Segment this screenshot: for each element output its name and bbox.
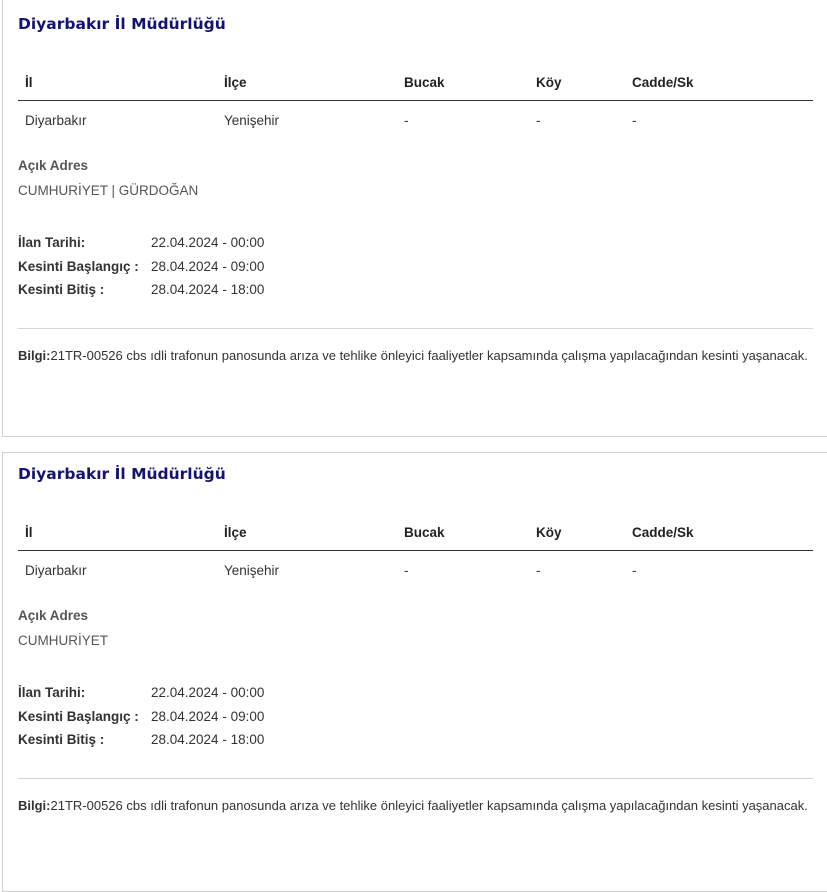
column-header: İl [25,525,33,540]
outage-card: Diyarbakır İl Müdürlüğü İl İlçe Bucak Köy Cad… [2,452,827,892]
date-label: İlan Tarihi: [18,235,86,250]
date-label: İlan Tarihi: [18,685,86,700]
info-text: Bilgi:21TR-00526 cbs ıdli trafonun panos… [18,343,813,369]
address-value: CUMHURİYET [18,633,108,648]
table-cell: - [536,113,541,128]
card-title: Diyarbakır İl Müdürlüğü [18,465,226,483]
column-header: İlçe [224,75,247,90]
table-cell: - [536,563,541,578]
date-label: Kesinti Bitiş : [18,732,105,747]
column-header: Cadde/Sk [632,525,694,540]
column-header: Bucak [404,525,445,540]
section-divider [18,328,813,329]
info-value: 21TR-00526 cbs ıdli trafonun panosunda a… [50,798,808,813]
date-label: Kesinti Bitiş : [18,282,105,297]
table-cell: Diyarbakır [25,113,87,128]
table-cell: - [632,563,637,578]
date-value: 28.04.2024 - 09:00 [151,708,265,724]
column-header: Köy [536,75,562,90]
table-cell: - [404,563,409,578]
table-cell: Diyarbakır [25,563,87,578]
info-text: Bilgi:21TR-00526 cbs ıdli trafonun panos… [18,793,813,819]
date-value: 22.04.2024 - 00:00 [151,685,265,700]
address-label: Açık Adres [18,158,89,173]
address-value: CUMHURİYET | GÜRDOĞAN [18,183,199,198]
card-title: Diyarbakır İl Müdürlüğü [18,15,226,33]
column-header: İlçe [224,525,247,540]
table-cell: Yenişehir [224,563,280,578]
table-cell: - [632,113,637,128]
column-header: Cadde/Sk [632,75,694,90]
info-value: 21TR-00526 cbs ıdli trafonun panosunda a… [50,348,808,363]
table-cell: Yenişehir [224,113,280,128]
section-divider [18,778,813,779]
column-header: Bucak [404,75,445,90]
address-label: Açık Adres [18,608,89,623]
header-divider [18,100,813,101]
header-divider [18,550,813,551]
column-header: İl [25,75,33,90]
date-value: 22.04.2024 - 00:00 [151,235,265,250]
date-label: Kesinti Başlangıç : [18,258,139,274]
outage-card: Diyarbakır İl Müdürlüğü İl İlçe Bucak Köy Cad… [2,0,827,437]
date-value: 28.04.2024 - 09:00 [151,258,265,274]
date-value: 28.04.2024 - 18:00 [151,732,265,747]
info-label: Bilgi: [18,798,51,813]
date-value: 28.04.2024 - 18:00 [151,282,265,297]
table-cell: - [404,113,409,128]
column-header: Köy [536,525,562,540]
date-label: Kesinti Başlangıç : [18,708,139,724]
info-label: Bilgi: [18,348,51,363]
